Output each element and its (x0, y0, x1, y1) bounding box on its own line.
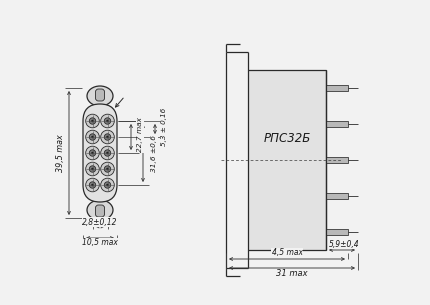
Text: 31,6 ±0,6: 31,6 ±0,6 (151, 135, 157, 171)
Bar (326, 157, 348, 163)
Text: 5,3 ± 0,16: 5,3 ± 0,16 (161, 108, 167, 146)
Text: РПС32Б: РПС32Б (263, 131, 310, 145)
Bar (326, 193, 348, 199)
Circle shape (91, 184, 94, 186)
Text: 4,5 max: 4,5 max (271, 249, 302, 257)
Circle shape (91, 168, 94, 170)
Circle shape (86, 146, 99, 160)
Bar (326, 85, 348, 91)
Circle shape (106, 152, 109, 154)
Ellipse shape (87, 86, 113, 106)
Circle shape (86, 162, 99, 176)
Circle shape (91, 120, 94, 122)
Circle shape (104, 134, 111, 140)
Bar (326, 121, 348, 127)
Circle shape (89, 182, 96, 188)
Circle shape (86, 130, 99, 144)
Circle shape (106, 136, 109, 138)
Text: 10,5 max: 10,5 max (82, 239, 118, 247)
Circle shape (101, 130, 114, 144)
Text: 2,8±0,12: 2,8±0,12 (82, 217, 118, 227)
Circle shape (89, 134, 96, 140)
Circle shape (104, 150, 111, 156)
FancyBboxPatch shape (95, 205, 104, 217)
Circle shape (101, 146, 114, 160)
Text: 5,9±0,4: 5,9±0,4 (329, 239, 359, 249)
FancyBboxPatch shape (83, 104, 117, 202)
Bar (248, 70, 326, 250)
Circle shape (91, 136, 94, 138)
Circle shape (101, 162, 114, 176)
Circle shape (101, 178, 114, 192)
Circle shape (89, 150, 96, 156)
Circle shape (86, 178, 99, 192)
Circle shape (89, 166, 96, 172)
Circle shape (91, 152, 94, 154)
Text: 39,5 max: 39,5 max (55, 134, 64, 172)
Circle shape (89, 118, 96, 124)
Circle shape (104, 182, 111, 188)
Bar (326, 229, 348, 235)
Ellipse shape (87, 200, 113, 220)
Circle shape (104, 118, 111, 124)
Circle shape (106, 120, 109, 122)
Text: 31 max: 31 max (276, 270, 308, 278)
FancyBboxPatch shape (95, 89, 104, 101)
Circle shape (104, 166, 111, 172)
Circle shape (106, 168, 109, 170)
Circle shape (106, 184, 109, 186)
Text: 22,7 max: 22,7 max (137, 117, 143, 152)
Circle shape (86, 114, 99, 128)
Circle shape (101, 114, 114, 128)
